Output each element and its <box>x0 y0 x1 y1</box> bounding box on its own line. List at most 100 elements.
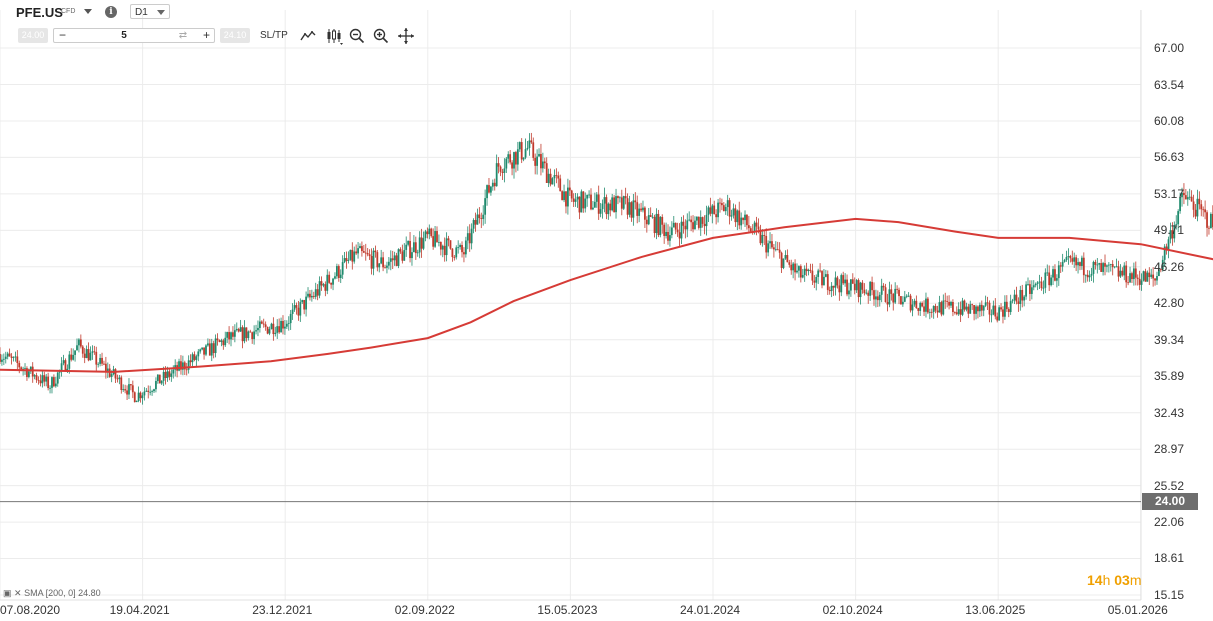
y-tick-label: 32.43 <box>1154 405 1185 420</box>
candle-body <box>1034 283 1037 286</box>
candle-body <box>207 343 209 346</box>
candle-body <box>530 140 533 143</box>
candle-body <box>917 308 920 311</box>
candle-body <box>53 377 55 387</box>
candle-body <box>83 353 86 359</box>
candle-body <box>149 391 152 393</box>
candle-body <box>1148 272 1151 278</box>
volume-value[interactable]: 5 <box>121 30 127 41</box>
candle-body <box>405 244 408 250</box>
candle-body <box>276 326 279 333</box>
candle-body <box>126 390 128 395</box>
candle-body <box>343 258 346 263</box>
line-chart-icon[interactable] <box>299 27 317 45</box>
candle-body <box>70 354 73 360</box>
candle-body <box>337 266 340 278</box>
candle-body <box>280 320 282 333</box>
zoom-in-icon[interactable] <box>372 27 390 45</box>
sell-price-button[interactable]: 24.00 <box>18 28 48 43</box>
candle-body <box>975 306 977 314</box>
swap-icon[interactable]: ⇄ <box>178 30 188 41</box>
trade-toolbar: 24.00 − 5 ⇄ + 24.10 SL/TP <box>0 26 430 46</box>
indicator-legend[interactable]: ▣ ✕ SMA [200, 0] 24.80 <box>3 588 101 599</box>
candle-body <box>982 305 985 311</box>
candle-body <box>68 354 71 369</box>
candle-body <box>230 332 232 340</box>
candle-body <box>120 377 123 390</box>
candle-body <box>407 240 410 245</box>
volume-stepper[interactable]: − 5 ⇄ + <box>53 28 215 43</box>
candle-body <box>459 245 461 248</box>
candle-body <box>688 219 691 221</box>
candle-body <box>41 375 44 384</box>
candle-body <box>894 288 897 303</box>
candle-body <box>397 249 400 266</box>
candle-body <box>191 354 194 363</box>
candle-body <box>744 214 746 221</box>
buy-price-button[interactable]: 24.10 <box>220 28 250 43</box>
candle-body <box>801 275 804 278</box>
candle-body <box>389 258 392 262</box>
candle-body <box>14 356 17 358</box>
candle-body <box>649 215 652 217</box>
candle-body <box>896 288 898 290</box>
decrease-volume-button[interactable]: − <box>58 28 66 42</box>
candle-body <box>1150 274 1153 278</box>
candle-body <box>684 225 687 230</box>
candle-body <box>243 327 246 342</box>
sltp-button[interactable]: SL/TP <box>260 30 288 41</box>
candle-body <box>950 301 952 306</box>
candle-body <box>886 301 889 305</box>
candle-body <box>667 231 669 241</box>
candle-body <box>251 332 254 340</box>
candle-body <box>260 321 263 324</box>
candle-body <box>892 293 895 303</box>
candle-body <box>299 302 302 316</box>
candle-body <box>428 228 431 235</box>
candle-body <box>865 292 868 294</box>
candle-body <box>103 363 105 365</box>
candle-body <box>703 223 706 227</box>
candle-body <box>147 390 150 392</box>
candle-body <box>828 289 831 292</box>
candle-body <box>1142 271 1145 281</box>
timeframe-select[interactable]: D1 <box>130 4 170 19</box>
candle-body <box>971 304 974 306</box>
increase-volume-button[interactable]: + <box>202 28 210 42</box>
candle-body <box>305 296 307 310</box>
candle-body <box>172 369 175 374</box>
symbol-label[interactable]: PFE.US <box>16 5 63 20</box>
candle-body <box>873 290 875 300</box>
settings-icon[interactable]: ▣ <box>3 588 12 598</box>
candle-body <box>871 281 873 291</box>
candle-body <box>233 330 236 337</box>
zoom-out-icon[interactable] <box>348 27 366 45</box>
x-tick-label: 24.01.2024 <box>680 603 741 617</box>
candle-body <box>145 390 148 392</box>
candle-body <box>449 240 452 249</box>
move-crosshair-icon[interactable] <box>397 27 415 45</box>
candle-body <box>195 356 198 360</box>
candle-body <box>524 149 527 158</box>
candle-body <box>43 375 46 382</box>
info-icon[interactable]: i <box>105 6 117 18</box>
candlestick-icon[interactable] <box>325 27 343 45</box>
candle-body <box>746 214 748 226</box>
candle-body <box>1131 273 1133 280</box>
remove-indicator-icon[interactable]: ✕ <box>14 588 22 598</box>
candle-body <box>216 338 219 341</box>
candle-body <box>104 363 107 372</box>
candle-body <box>72 354 75 360</box>
candle-body <box>289 313 292 324</box>
candle-body <box>1067 256 1070 257</box>
y-tick-label: 39.34 <box>1154 332 1185 347</box>
candle-body <box>1198 198 1201 205</box>
candle-body <box>1144 271 1147 282</box>
candle-body <box>29 366 32 372</box>
candle-body <box>312 295 315 297</box>
candle-body <box>334 276 336 279</box>
candle-body <box>557 175 560 179</box>
candle-body <box>1136 277 1139 279</box>
symbol-dropdown-icon[interactable] <box>84 9 92 14</box>
